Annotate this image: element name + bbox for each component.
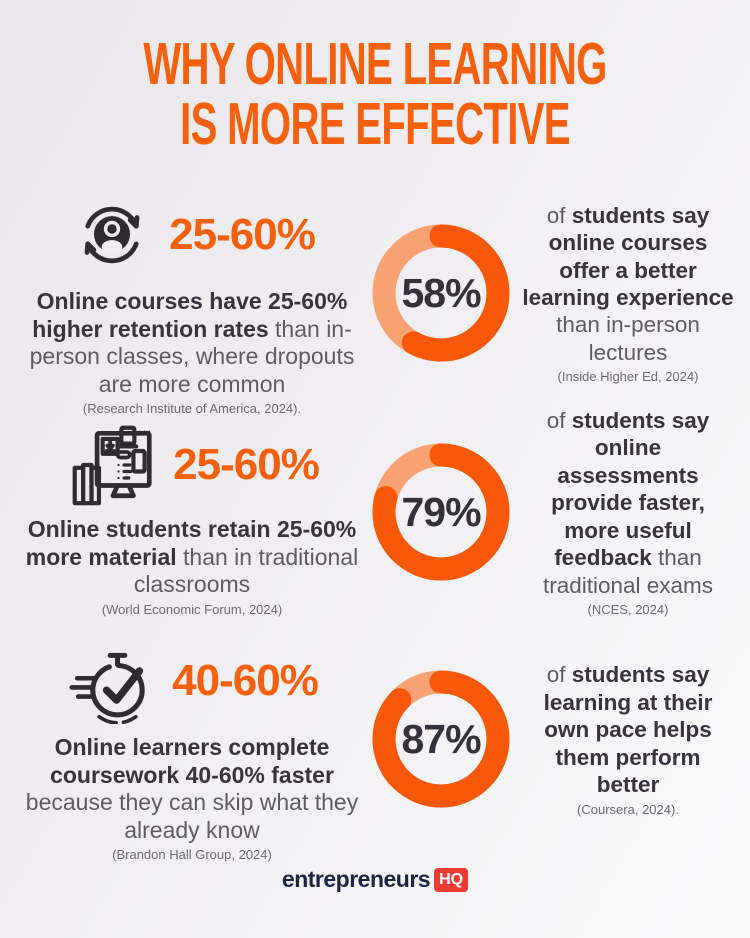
donut-bold-text: students say online courses offer a bett…	[522, 202, 734, 310]
donut-bold-text: students say learning at their own pace …	[543, 662, 713, 798]
stat-description: Online learners complete coursework 40-6…	[22, 734, 362, 844]
stat-bold-text: Online courses have 25-60% higher retent…	[32, 288, 348, 342]
donut-text: of students say online courses offer a b…	[522, 202, 734, 385]
donut-source: (NCES, 2024)	[587, 602, 669, 618]
brand-hq-badge: HQ	[434, 867, 469, 892]
donut-source: (Coursera, 2024).	[577, 801, 679, 817]
stat-value: 25-60%	[169, 210, 316, 259]
stat-block-speed: 40-60% Online learners complete coursewo…	[22, 638, 362, 862]
stat-value: 25-60%	[173, 440, 320, 489]
donut-chart-79: 79%	[370, 441, 512, 583]
retention-cycle-icon	[84, 206, 140, 264]
donut-rest-text: than traditional exams	[542, 545, 714, 598]
stat-source: (Brandon Hall Group, 2024)	[112, 847, 272, 863]
donut-percent-label: 87%	[401, 715, 481, 762]
donut-bold-text: students say online assessments provide …	[551, 407, 710, 571]
footer-logo: entrepreneurs HQ	[0, 866, 750, 893]
donut-block-own-pace: 87% of students say learning at their ow…	[370, 648, 734, 830]
stat-rest-text: than in traditional classrooms	[133, 543, 359, 598]
donut-prefix: of	[546, 407, 572, 433]
stat-head: 25-60%	[22, 424, 362, 506]
stat-value: 40-60%	[172, 656, 319, 705]
donut-source: (Inside Higher Ed, 2024)	[557, 369, 699, 385]
page-title: WHY ONLINE LEARNING IS MORE EFFECTIVE	[120, 34, 630, 154]
donut-chart-58: 58%	[370, 222, 512, 364]
donut-text: of students say online assessments provi…	[522, 407, 734, 617]
stat-bold-text: Online learners complete coursework 40-6…	[50, 734, 334, 788]
stat-head: 40-60%	[22, 638, 362, 724]
fast-stopwatch-check-icon	[69, 652, 145, 724]
page-title-line2: IS MORE EFFECTIVE	[180, 91, 570, 158]
donut-block-feedback: 79% of students say online assessments p…	[370, 408, 734, 617]
donut-description: of students say online courses offer a b…	[522, 202, 734, 367]
elearning-materials-icon	[72, 425, 152, 506]
donut-chart-87: 87%	[370, 668, 512, 810]
donut-percent-label: 79%	[401, 488, 481, 535]
brand-wordmark: entrepreneurs	[281, 866, 431, 892]
stat-source: (Research Institute of America, 2024).	[82, 401, 302, 417]
stat-description: Online courses have 25-60% higher retent…	[22, 288, 362, 398]
donut-description: of students say online assessments provi…	[522, 407, 734, 599]
stat-description: Online students retain 25-60% more mater…	[22, 516, 362, 599]
stat-source: (World Economic Forum, 2024)	[101, 601, 283, 617]
stat-block-retention: 25-60% Online courses have 25-60% higher…	[22, 192, 362, 416]
donut-text: of students say learning at their own pa…	[522, 661, 734, 816]
donut-prefix: of	[546, 202, 572, 228]
donut-prefix: of	[546, 662, 572, 688]
donut-description: of students say learning at their own pa…	[522, 661, 734, 798]
page-title-line1: WHY ONLINE LEARNING	[143, 31, 607, 97]
stat-head: 25-60%	[22, 192, 362, 278]
stat-bold-text: Online students retain 25-60% more mater…	[25, 516, 357, 570]
stat-block-material: 25-60% Online students retain 25-60% mor…	[22, 424, 362, 617]
donut-percent-label: 58%	[401, 269, 481, 316]
donut-block-experience: 58% of students say online courses offer…	[370, 197, 734, 389]
stat-rest-text: than in-person classes, where dropouts a…	[29, 315, 355, 397]
donut-rest-text: than in-person lectures	[556, 312, 700, 365]
stat-rest-text: because they can skip what they already …	[25, 789, 359, 843]
